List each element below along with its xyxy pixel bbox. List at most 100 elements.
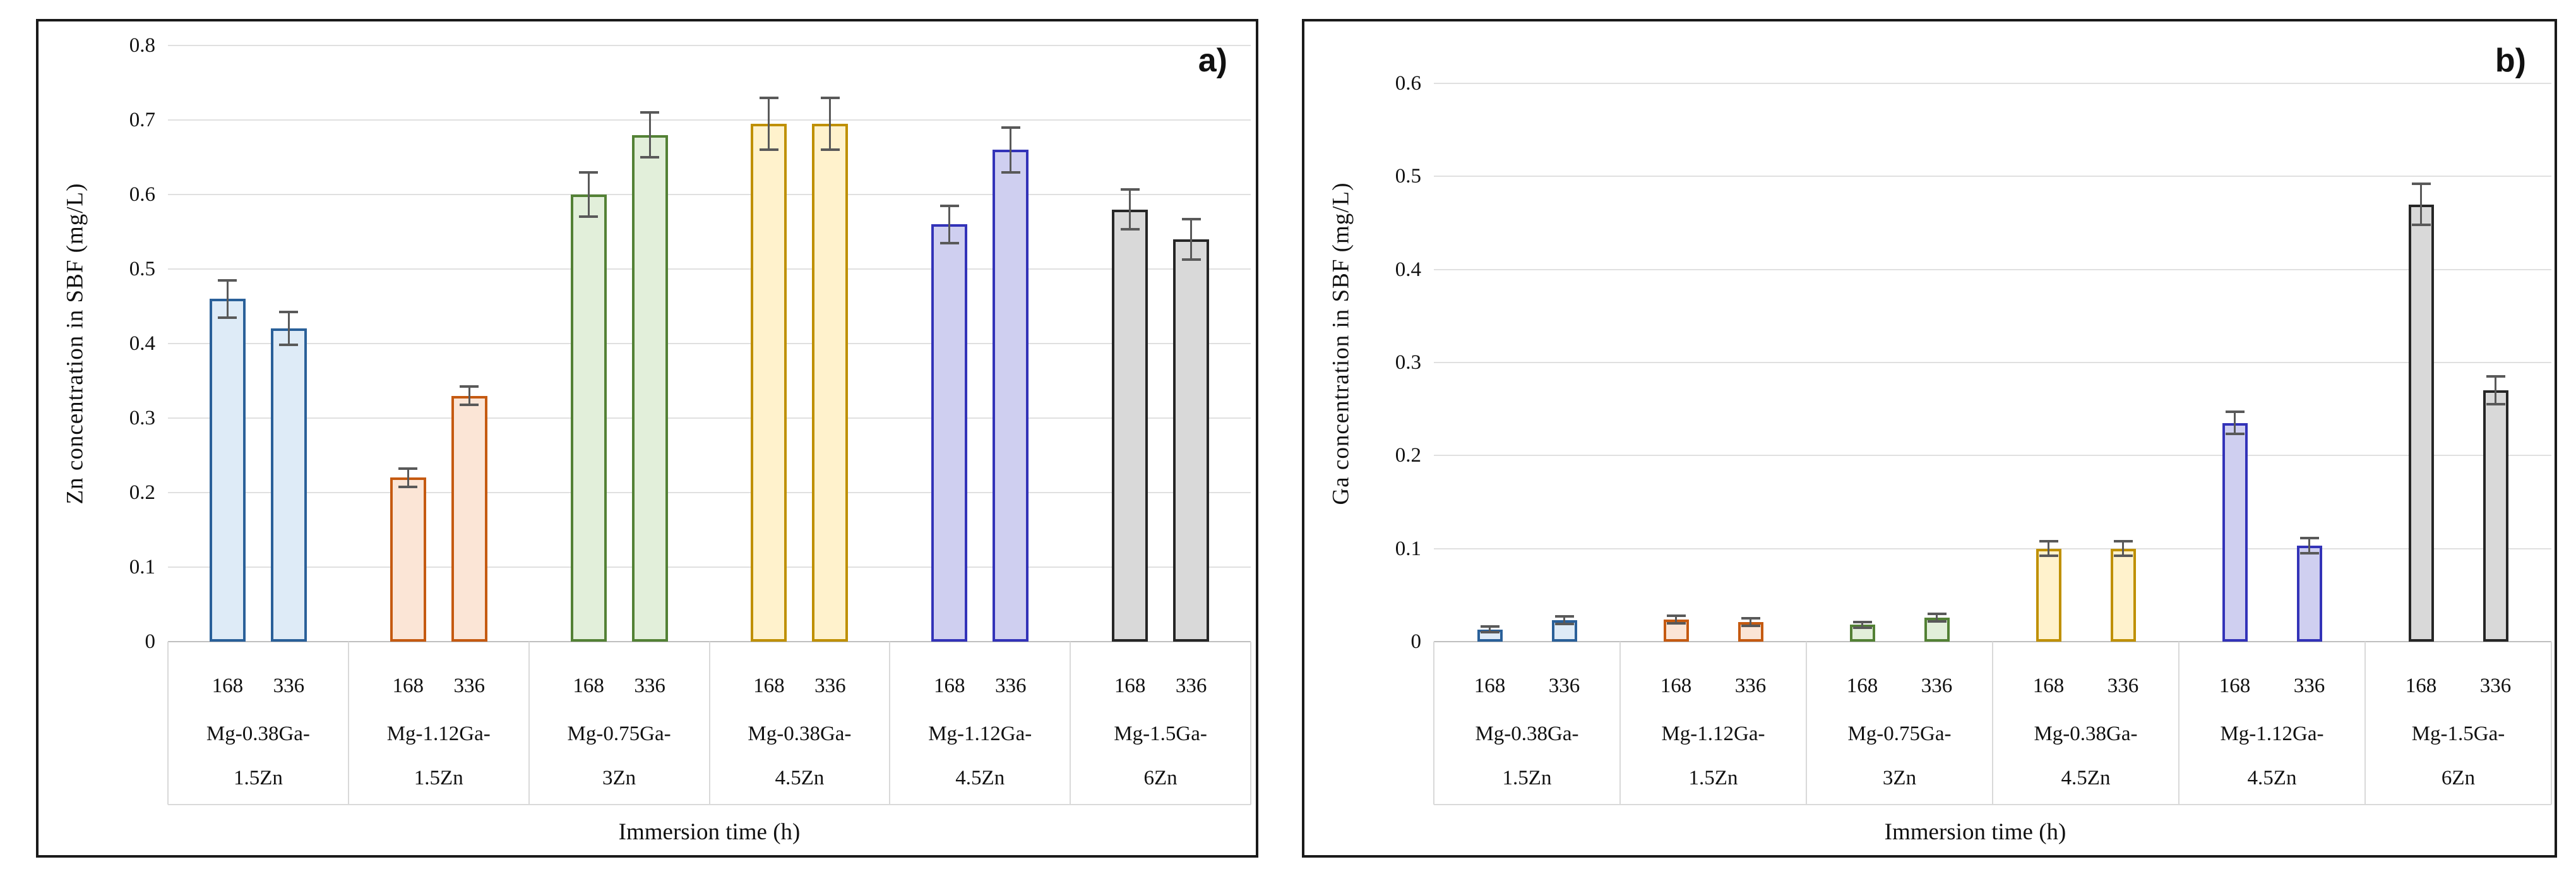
error-bar [226, 280, 229, 318]
plot-area-b: 0.6 0.5 0.4 0.3 0.2 0.1 0 168 336 Mg-0.38Ga- 1.5Zn… [1304, 21, 2555, 855]
bar [2483, 390, 2508, 642]
panel-label-b: b) [2495, 42, 2526, 79]
gridline [168, 194, 1251, 195]
bar [451, 395, 487, 642]
x-tick-label: 168 [934, 674, 965, 697]
category-label: Mg-0.38Ga- [748, 722, 852, 745]
category-label: Mg-1.5Ga- [1114, 722, 1207, 745]
x-tick-label: 168 [1474, 674, 1506, 697]
x-tick-label: 336 [453, 674, 486, 697]
bar [812, 123, 849, 642]
category-label: Mg-1.12Ga- [928, 722, 1032, 745]
y-tick-label: 0 [1410, 630, 1422, 653]
error-bar-top-cap [1554, 615, 1574, 618]
y-tick-label: 0.4 [129, 332, 155, 355]
error-bar [648, 112, 651, 157]
bar [2408, 204, 2434, 642]
category-label: 1.5Zn [233, 767, 283, 789]
category-label: Mg-1.12Ga- [386, 722, 491, 745]
category-separator [1806, 642, 1807, 805]
x-tick-label: 168 [753, 674, 785, 697]
y-tick-label: 0.1 [129, 556, 155, 578]
error-bar-top-cap [1666, 614, 1686, 617]
x-tick-label: 336 [995, 674, 1027, 697]
category-label: 3Zn [602, 767, 636, 789]
x-tick-label: 168 [2032, 674, 2065, 697]
error-bar-bottom-cap [579, 215, 599, 219]
error-bar-top-cap [1120, 188, 1140, 191]
panel-a: 0.8 0.7 0.6 0.5 0.4 0.3 0.2 0.1 0 168 336 Mg-0.38Ga… [36, 19, 1258, 858]
error-bar-bottom-cap [2039, 554, 2058, 558]
error-bar [468, 387, 470, 405]
x-tick-label: 336 [814, 674, 846, 697]
bar [209, 299, 246, 642]
error-bar [2420, 184, 2422, 225]
error-bar-top-cap [2113, 539, 2133, 542]
error-bar-top-cap [1480, 625, 1500, 628]
error-bar-bottom-cap [820, 148, 840, 152]
error-bar [1750, 618, 1751, 626]
gridline [1434, 176, 2551, 177]
category-table-bottom-line [168, 804, 1251, 805]
category-label: Mg-0.75Ga- [1847, 722, 1952, 745]
gridline [168, 268, 1251, 270]
y-tick-label: 0.6 [1395, 72, 1421, 95]
x-axis-title-a: Immersion time (h) [618, 819, 801, 845]
category-label: 4.5Zn [955, 767, 1005, 789]
error-bar [2122, 541, 2124, 556]
error-bar [1936, 613, 1938, 621]
x-axis-title-b: Immersion time (h) [1884, 819, 2066, 845]
category-separator [1433, 642, 1434, 805]
error-bar [287, 312, 290, 345]
error-bar-bottom-cap [1120, 228, 1140, 231]
category-separator [1619, 642, 1621, 805]
error-bar [948, 205, 951, 243]
category-label: Mg-0.75Ga- [567, 722, 671, 745]
error-bar-bottom-cap [279, 344, 299, 347]
error-bar-bottom-cap [939, 241, 959, 244]
error-bar-top-cap [2486, 375, 2505, 378]
error-bar-top-cap [1001, 126, 1020, 129]
error-bar-top-cap [820, 96, 840, 99]
category-separator [1250, 642, 1251, 805]
gridline [1434, 548, 2551, 549]
x-tick-label: 336 [273, 674, 305, 697]
y-tick-label: 0 [145, 630, 156, 653]
bar [631, 135, 668, 642]
category-separator [2551, 642, 2552, 805]
category-label: 4.5Zn [2247, 767, 2297, 789]
category-label: 4.5Zn [2061, 767, 2111, 789]
error-bar [587, 172, 590, 217]
x-tick-label: 168 [573, 674, 604, 697]
error-bar-top-cap [1181, 217, 1201, 220]
category-label: 1.5Zn [1688, 767, 1738, 789]
error-bar-top-cap [1927, 612, 1947, 615]
error-bar-bottom-cap [2411, 223, 2431, 226]
error-bar-bottom-cap [2486, 403, 2505, 406]
category-label: Mg-1.5Ga- [2411, 722, 2505, 745]
error-bar-top-cap [579, 171, 599, 174]
error-bar-top-cap [2225, 411, 2245, 414]
x-tick-label: 168 [1846, 674, 1878, 697]
error-bar-top-cap [939, 204, 959, 207]
y-tick-label: 0.2 [1395, 444, 1421, 467]
panel-b: 0.6 0.5 0.4 0.3 0.2 0.1 0 168 336 Mg-0.38Ga- 1.5Zn… [1302, 19, 2557, 858]
error-bar-bottom-cap [1666, 621, 1686, 625]
x-tick-label: 336 [2479, 674, 2512, 697]
y-axis-title-a: Zn concentration in SBF (mg/L) [62, 183, 88, 505]
error-bar [1563, 616, 1565, 624]
category-separator [2178, 642, 2179, 805]
category-label: 1.5Zn [1502, 767, 1552, 789]
bar [931, 224, 968, 642]
category-label: 4.5Zn [775, 767, 825, 789]
error-bar-top-cap [640, 111, 660, 114]
error-bar [2308, 538, 2310, 554]
gridline [1434, 268, 2551, 270]
y-tick-label: 0.5 [129, 258, 155, 280]
category-label: 3Zn [1882, 767, 1917, 789]
gridline [1434, 362, 2551, 363]
bar [2222, 423, 2248, 642]
error-bar-top-cap [2299, 537, 2319, 540]
error-bar-bottom-cap [398, 485, 418, 488]
error-bar-top-cap [460, 385, 479, 388]
